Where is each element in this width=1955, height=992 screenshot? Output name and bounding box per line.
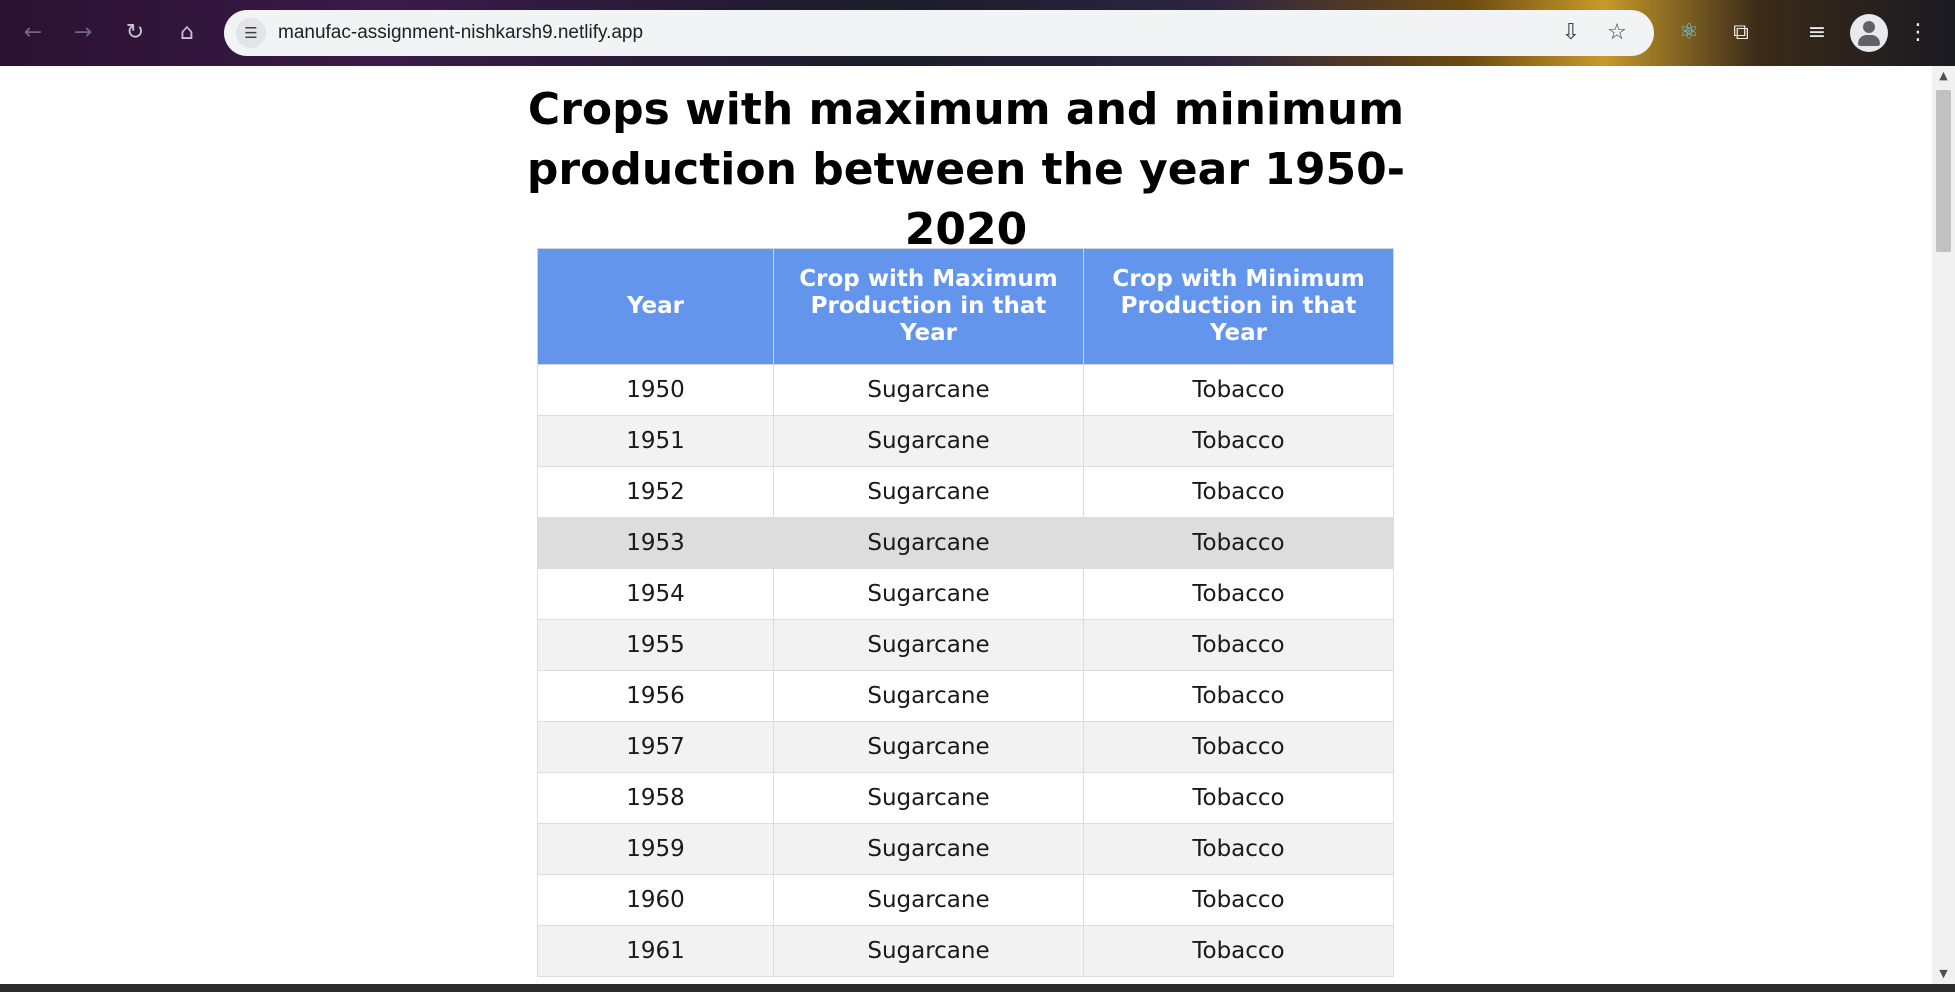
cell-min-crop: Tobacco bbox=[1083, 466, 1394, 518]
cell-year: 1951 bbox=[537, 415, 774, 467]
scrollbar-thumb[interactable] bbox=[1936, 90, 1951, 252]
cell-year: 1958 bbox=[537, 772, 774, 824]
react-devtools-icon[interactable]: ⚛ bbox=[1679, 20, 1699, 45]
table-row-hovered: 1953 Sugarcane Tobacco bbox=[537, 517, 1394, 569]
page-title: Crops with maximum and minimum productio… bbox=[500, 80, 1432, 260]
cell-min-crop: Tobacco bbox=[1083, 721, 1394, 773]
address-bar[interactable]: ☰ manufac-assignment-nishkarsh9.netlify.… bbox=[224, 10, 1654, 56]
cell-min-crop: Tobacco bbox=[1083, 925, 1394, 977]
cell-year: 1960 bbox=[537, 874, 774, 926]
cell-year: 1950 bbox=[537, 364, 774, 416]
cell-min-crop: Tobacco bbox=[1083, 415, 1394, 467]
forward-arrow-icon[interactable]: → bbox=[73, 20, 93, 45]
table-row: 1957 Sugarcane Tobacco bbox=[537, 721, 1394, 773]
table-row: 1960 Sugarcane Tobacco bbox=[537, 874, 1394, 926]
table-row: 1952 Sugarcane Tobacco bbox=[537, 466, 1394, 518]
scroll-up-arrow-icon[interactable]: ▲ bbox=[1939, 69, 1948, 82]
header-year: Year bbox=[537, 248, 774, 365]
table-row: 1956 Sugarcane Tobacco bbox=[537, 670, 1394, 722]
page-content: Crops with maximum and minimum productio… bbox=[0, 66, 1932, 984]
cell-min-crop: Tobacco bbox=[1083, 568, 1394, 620]
more-menu-icon[interactable]: ⋮ bbox=[1907, 20, 1929, 45]
cell-max-crop: Sugarcane bbox=[773, 874, 1084, 926]
cell-min-crop: Tobacco bbox=[1083, 874, 1394, 926]
extensions-puzzle-icon[interactable]: ⧉ bbox=[1733, 20, 1749, 45]
cell-year: 1954 bbox=[537, 568, 774, 620]
cell-max-crop: Sugarcane bbox=[773, 568, 1084, 620]
cell-min-crop: Tobacco bbox=[1083, 364, 1394, 416]
table-row: 1950 Sugarcane Tobacco bbox=[537, 364, 1394, 416]
back-arrow-icon[interactable]: ← bbox=[23, 20, 43, 45]
cell-year: 1959 bbox=[537, 823, 774, 875]
avatar-head bbox=[1863, 21, 1875, 33]
profile-avatar-icon[interactable] bbox=[1850, 14, 1888, 52]
cell-year: 1956 bbox=[537, 670, 774, 722]
cell-year: 1953 bbox=[537, 517, 774, 569]
vertical-scrollbar[interactable]: ▲ ▼ bbox=[1932, 66, 1955, 984]
cell-year: 1952 bbox=[537, 466, 774, 518]
table-row: 1951 Sugarcane Tobacco bbox=[537, 415, 1394, 467]
table-row: 1961 Sugarcane Tobacco bbox=[537, 925, 1394, 977]
cell-min-crop: Tobacco bbox=[1083, 670, 1394, 722]
cell-max-crop: Sugarcane bbox=[773, 721, 1084, 773]
cell-max-crop: Sugarcane bbox=[773, 466, 1084, 518]
header-min-crop: Crop with Minimum Production in that Yea… bbox=[1083, 248, 1394, 365]
table-row: 1955 Sugarcane Tobacco bbox=[537, 619, 1394, 671]
cell-max-crop: Sugarcane bbox=[773, 517, 1084, 569]
bookmark-star-icon[interactable]: ☆ bbox=[1607, 20, 1627, 45]
cell-max-crop: Sugarcane bbox=[773, 925, 1084, 977]
cell-max-crop: Sugarcane bbox=[773, 823, 1084, 875]
cell-year: 1955 bbox=[537, 619, 774, 671]
cell-max-crop: Sugarcane bbox=[773, 415, 1084, 467]
table-row: 1954 Sugarcane Tobacco bbox=[537, 568, 1394, 620]
home-icon[interactable]: ⌂ bbox=[180, 20, 194, 45]
reading-list-icon[interactable]: ≡ bbox=[1807, 20, 1827, 45]
cell-year: 1957 bbox=[537, 721, 774, 773]
site-info-icon[interactable]: ☰ bbox=[236, 18, 266, 48]
browser-toolbar: ← → ↻ ⌂ ☰ manufac-assignment-nishkarsh9.… bbox=[0, 0, 1955, 66]
table-row: 1958 Sugarcane Tobacco bbox=[537, 772, 1394, 824]
cell-max-crop: Sugarcane bbox=[773, 772, 1084, 824]
page-title-line2: production between the year 1950-2020 bbox=[526, 144, 1406, 255]
url-text[interactable]: manufac-assignment-nishkarsh9.netlify.ap… bbox=[278, 22, 644, 43]
header-max-crop: Crop with Maximum Production in that Yea… bbox=[773, 248, 1084, 365]
cell-max-crop: Sugarcane bbox=[773, 670, 1084, 722]
cell-min-crop: Tobacco bbox=[1083, 772, 1394, 824]
install-app-icon[interactable]: ⇩ bbox=[1561, 20, 1581, 45]
cell-min-crop: Tobacco bbox=[1083, 517, 1394, 569]
os-taskbar bbox=[0, 984, 1955, 992]
crop-production-table: Year Crop with Maximum Production in tha… bbox=[537, 248, 1394, 977]
cell-year: 1961 bbox=[537, 925, 774, 977]
cell-max-crop: Sugarcane bbox=[773, 619, 1084, 671]
avatar-body bbox=[1858, 35, 1880, 46]
cell-min-crop: Tobacco bbox=[1083, 619, 1394, 671]
table-header-row: Year Crop with Maximum Production in tha… bbox=[537, 248, 1394, 365]
reload-icon[interactable]: ↻ bbox=[125, 20, 145, 45]
cell-max-crop: Sugarcane bbox=[773, 364, 1084, 416]
table-row: 1959 Sugarcane Tobacco bbox=[537, 823, 1394, 875]
scroll-down-arrow-icon[interactable]: ▼ bbox=[1939, 967, 1948, 980]
cell-min-crop: Tobacco bbox=[1083, 823, 1394, 875]
page-title-line1: Crops with maximum and minimum bbox=[527, 84, 1405, 135]
